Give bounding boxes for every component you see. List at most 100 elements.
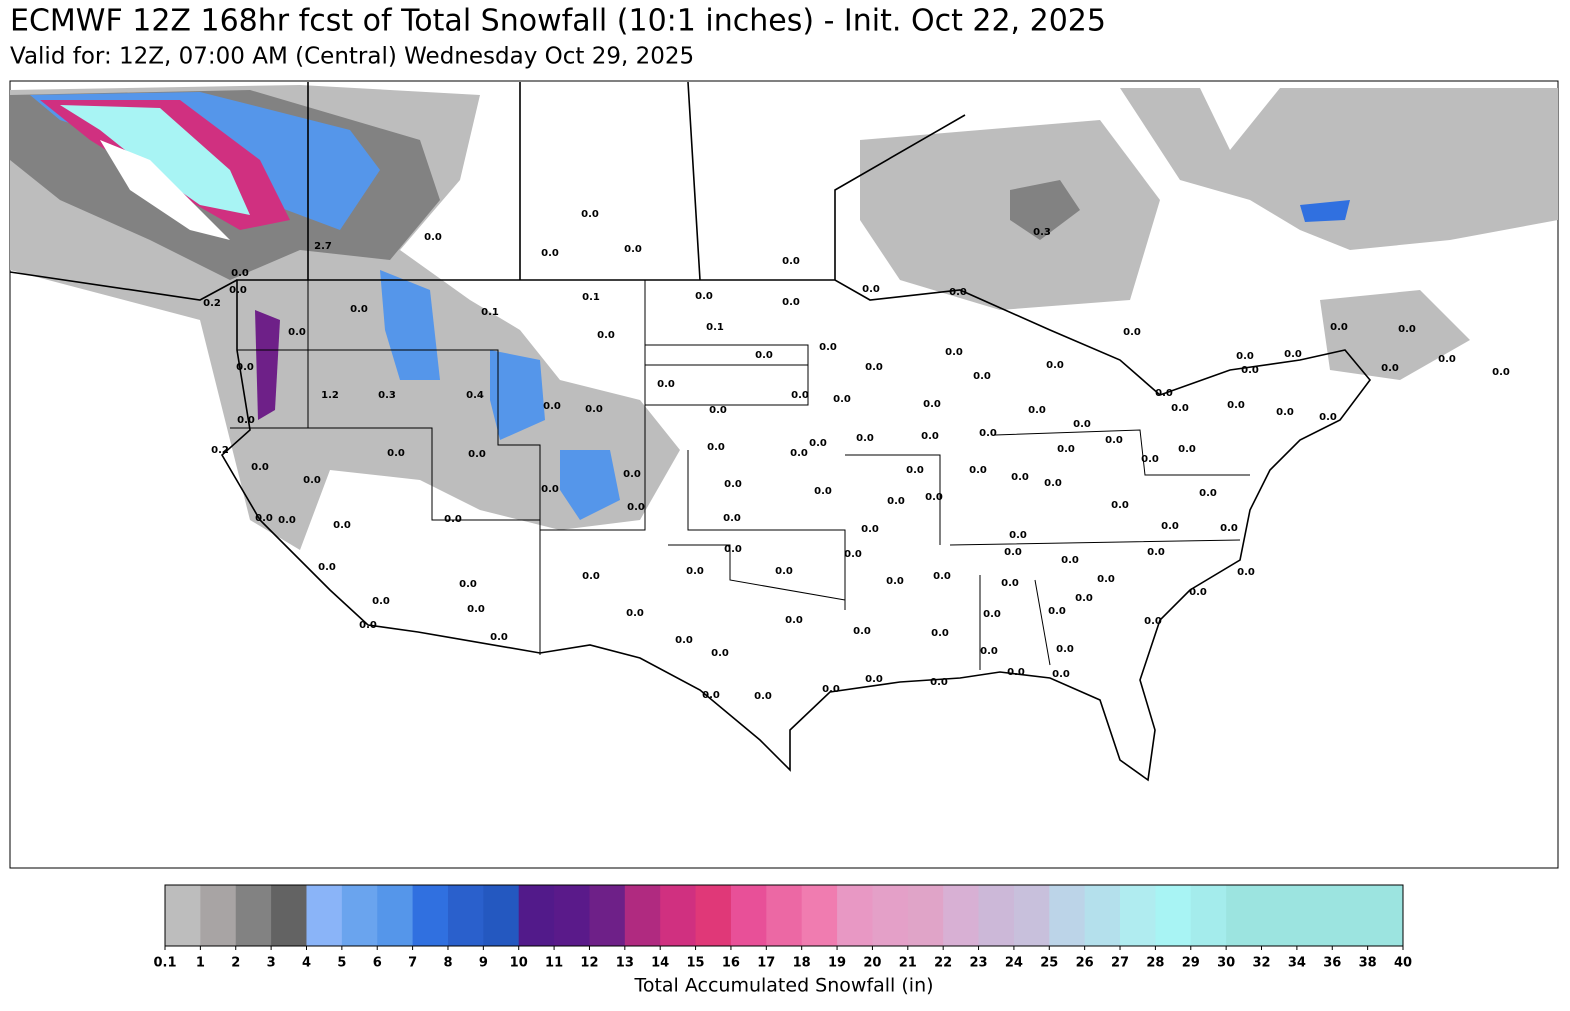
colorbar-segment	[341, 885, 378, 946]
colorbar-tick-label: 1	[196, 956, 205, 971]
value-label: 0.0	[1147, 547, 1165, 558]
value-label: 0.3	[378, 390, 396, 401]
value-label: 0.0	[724, 544, 742, 555]
value-label: 0.0	[626, 608, 644, 619]
colorbar-segment	[447, 885, 484, 946]
colorbar-segment	[695, 885, 732, 946]
value-label: 0.0	[490, 632, 508, 643]
colorbar-segment	[271, 885, 307, 946]
value-label: 0.0	[1236, 351, 1254, 362]
value-label: 0.0	[980, 646, 998, 657]
value-label: 0.0	[856, 433, 874, 444]
value-label: 0.0	[1155, 388, 1173, 399]
value-label: 0.0	[1057, 444, 1075, 455]
colorbar-segment	[589, 885, 626, 946]
colorbar-segment	[554, 885, 590, 946]
colorbar-tick-label: 20	[863, 956, 881, 971]
value-label: 0.0	[862, 284, 880, 295]
subtitle: Valid for: 12Z, 07:00 AM (Central) Wedne…	[10, 44, 694, 70]
colorbar-tick-label: 3	[267, 956, 276, 971]
value-label: 0.0	[623, 469, 641, 480]
value-label: 0.0	[791, 390, 809, 401]
value-label: 0.0	[597, 330, 615, 341]
value-label: 0.0	[906, 465, 924, 476]
value-label: 0.0	[819, 342, 837, 353]
value-label: 0.0	[288, 327, 306, 338]
value-label: 0.0	[785, 615, 803, 626]
value-label: 0.0	[1178, 444, 1196, 455]
colorbar-segment	[1296, 885, 1333, 946]
colorbar-segment	[1261, 885, 1298, 946]
value-label: 0.0	[809, 438, 827, 449]
value-label: 0.0	[782, 297, 800, 308]
value-label: 0.0	[930, 677, 948, 688]
value-label: 0.0	[969, 465, 987, 476]
value-label: 1.2	[321, 390, 339, 401]
value-label: 0.0	[790, 448, 808, 459]
value-label: 0.0	[1046, 360, 1064, 371]
value-label: 0.0	[582, 571, 600, 582]
value-label: 0.0	[933, 571, 951, 582]
colorbar-tick-label: 40	[1394, 956, 1412, 971]
value-label: 0.0	[303, 475, 321, 486]
colorbar-label: Total Accumulated Snowfall (in)	[633, 975, 933, 997]
value-label: 0.0	[1330, 322, 1348, 333]
value-label: 0.0	[657, 379, 675, 390]
value-label: 0.0	[861, 524, 879, 535]
value-label: 0.0	[983, 609, 1001, 620]
value-label: 0.0	[1141, 454, 1159, 465]
colorbar-tick-label: 22	[934, 956, 952, 971]
value-label: 0.0	[1161, 521, 1179, 532]
value-label: 0.0	[624, 244, 642, 255]
value-label: 0.0	[359, 620, 377, 631]
value-label: 0.0	[387, 448, 405, 459]
value-label: 0.0	[459, 579, 477, 590]
value-label: 0.0	[231, 268, 249, 279]
colorbar-segment	[1332, 885, 1369, 946]
value-label: 0.0	[945, 347, 963, 358]
value-label: 0.0	[814, 486, 832, 497]
colorbar-segment	[1013, 885, 1050, 946]
colorbar-tick-label: 8	[443, 956, 452, 971]
value-label: 0.0	[702, 690, 720, 701]
value-label: 0.0	[1004, 547, 1022, 558]
value-label: 0.2	[203, 298, 221, 309]
value-label: 0.0	[541, 484, 559, 495]
colorbar-segment	[624, 885, 661, 946]
colorbar-segment	[907, 885, 944, 946]
colorbar-segment	[766, 885, 803, 946]
colorbar-tick-label: 7	[408, 956, 417, 971]
colorbar-frame	[164, 884, 1404, 947]
value-label: 0.0	[709, 405, 727, 416]
value-label: 0.0	[1105, 435, 1123, 446]
value-label: 0.0	[468, 449, 486, 460]
colorbar-tick-label: 5	[337, 956, 346, 971]
colorbar-tick-label: 24	[1005, 956, 1023, 971]
colorbar-tick-label: 15	[687, 956, 705, 971]
colorbar-tick-label: 27	[1111, 956, 1129, 971]
value-label: 0.0	[1492, 367, 1510, 378]
state-lines	[230, 280, 1250, 670]
value-label: 0.0	[1189, 587, 1207, 598]
value-label: 0.0	[686, 566, 704, 577]
colorbar-segment	[837, 885, 873, 946]
value-label: 0.3	[1033, 227, 1051, 238]
value-label: 0.0	[543, 401, 561, 412]
colorbar-tick-label: 26	[1076, 956, 1094, 971]
value-label: 0.0	[255, 513, 273, 524]
colorbar-segment	[306, 885, 343, 946]
value-label: 0.0	[822, 684, 840, 695]
value-label: 0.0	[979, 428, 997, 439]
value-label: 0.0	[350, 304, 368, 315]
colorbar-tick-label: 6	[373, 956, 382, 971]
colorbar-segment	[978, 885, 1015, 946]
value-label: 0.0	[921, 431, 939, 442]
value-label: 0.0	[833, 394, 851, 405]
value-label: 0.0	[1227, 400, 1245, 411]
value-label: 0.0	[973, 371, 991, 382]
value-label: 0.0	[695, 291, 713, 302]
value-label: 0.0	[931, 628, 949, 639]
value-label: 0.0	[775, 566, 793, 577]
value-label: 0.0	[1048, 606, 1066, 617]
value-label: 0.0	[707, 442, 725, 453]
